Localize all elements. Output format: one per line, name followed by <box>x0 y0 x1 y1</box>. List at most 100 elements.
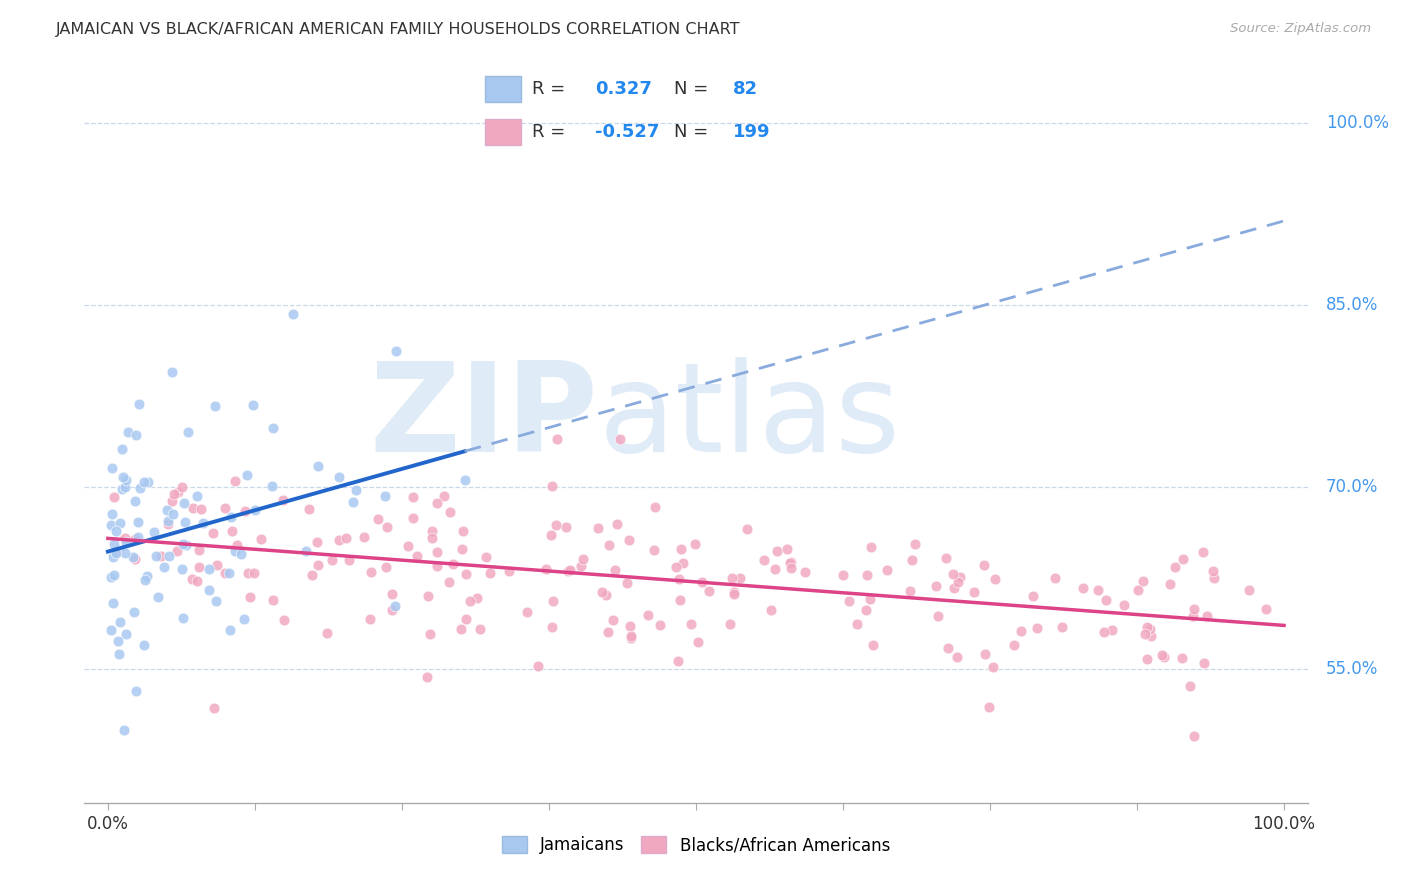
Point <box>149 549 172 563</box>
Text: 70.0%: 70.0% <box>1326 478 1378 496</box>
Text: atlas: atlas <box>598 358 900 478</box>
Point <box>101 507 124 521</box>
Point <box>162 487 184 501</box>
Point <box>546 432 568 446</box>
Point <box>174 538 197 552</box>
Point <box>232 612 254 626</box>
Point <box>188 560 211 574</box>
Point <box>1126 582 1149 597</box>
Point <box>617 533 640 547</box>
Point <box>156 503 179 517</box>
Point <box>981 659 1004 673</box>
Point <box>205 594 228 608</box>
Point <box>173 496 195 510</box>
Point <box>1114 599 1136 613</box>
Point <box>666 654 689 668</box>
Point <box>307 558 329 572</box>
Point <box>419 626 441 640</box>
Point <box>479 566 502 580</box>
Point <box>779 557 801 571</box>
Point <box>342 494 364 508</box>
Point <box>117 425 139 439</box>
Point <box>470 622 492 636</box>
Point <box>557 564 579 578</box>
Point <box>1136 652 1159 666</box>
Point <box>170 562 193 576</box>
Point <box>855 603 877 617</box>
Point <box>187 542 209 557</box>
Point <box>218 566 240 581</box>
Point <box>942 581 965 595</box>
Point <box>420 524 443 539</box>
Point <box>1153 649 1175 664</box>
Point <box>1071 582 1094 596</box>
Point <box>420 531 443 545</box>
Point <box>418 589 440 603</box>
Point <box>402 490 425 504</box>
Point <box>441 557 464 571</box>
Point <box>145 549 167 563</box>
Point <box>475 549 498 564</box>
Point <box>526 659 548 673</box>
Point <box>1192 544 1215 558</box>
Point <box>110 615 132 629</box>
Point <box>124 551 146 566</box>
Point <box>100 460 122 475</box>
Point <box>114 531 136 545</box>
Point <box>236 468 259 483</box>
Point <box>450 541 472 556</box>
Point <box>759 603 782 617</box>
Point <box>103 596 125 610</box>
Point <box>224 544 246 558</box>
Point <box>1192 656 1215 670</box>
Point <box>214 500 236 515</box>
Point <box>763 562 786 576</box>
Point <box>1171 651 1194 665</box>
Text: 100.0%: 100.0% <box>1326 114 1389 132</box>
Point <box>860 540 883 554</box>
Point <box>984 572 1007 586</box>
Point <box>779 561 801 575</box>
Point <box>205 558 228 572</box>
Point <box>110 516 132 530</box>
Point <box>344 483 367 498</box>
Point <box>250 532 273 546</box>
Point <box>606 516 628 531</box>
Point <box>433 489 456 503</box>
Point <box>111 482 134 496</box>
Point <box>153 559 176 574</box>
Text: JAMAICAN VS BLACK/AFRICAN AMERICAN FAMILY HOUSEHOLDS CORRELATION CHART: JAMAICAN VS BLACK/AFRICAN AMERICAN FAMIL… <box>56 22 741 37</box>
Point <box>204 399 226 413</box>
Point <box>226 538 249 552</box>
Point <box>121 550 143 565</box>
Point <box>665 559 688 574</box>
Point <box>127 515 149 529</box>
Point <box>191 516 214 531</box>
Point <box>402 511 425 525</box>
Point <box>218 623 240 637</box>
Point <box>100 570 122 584</box>
Point <box>534 562 557 576</box>
Point <box>977 699 1000 714</box>
Point <box>730 571 752 585</box>
Point <box>198 562 221 576</box>
Point <box>1025 621 1047 635</box>
Point <box>945 649 967 664</box>
Bar <box>485 76 522 102</box>
Point <box>381 603 404 617</box>
Point <box>298 501 321 516</box>
Point <box>765 543 787 558</box>
Point <box>1002 638 1025 652</box>
Point <box>115 626 138 640</box>
Point <box>198 582 221 597</box>
Point <box>157 516 180 531</box>
Point <box>904 537 927 551</box>
Point <box>112 470 135 484</box>
Point <box>699 583 721 598</box>
Point <box>101 549 124 564</box>
Point <box>1181 609 1204 624</box>
Text: ZIP: ZIP <box>370 358 598 478</box>
Point <box>381 586 404 600</box>
Point <box>898 583 921 598</box>
Point <box>723 587 745 601</box>
